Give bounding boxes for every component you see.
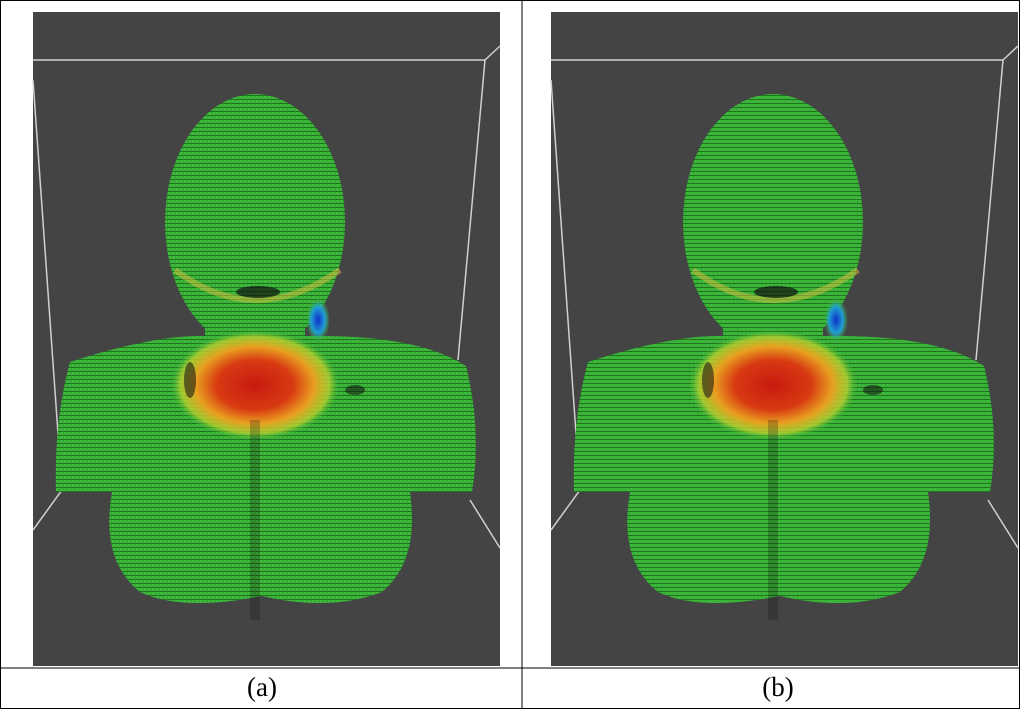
render-b (551, 12, 1018, 666)
panel-label: (a) (247, 672, 277, 702)
panel-label: (b) (762, 672, 793, 702)
figure: (a) (b) (0, 0, 1020, 709)
render-a (33, 12, 500, 666)
